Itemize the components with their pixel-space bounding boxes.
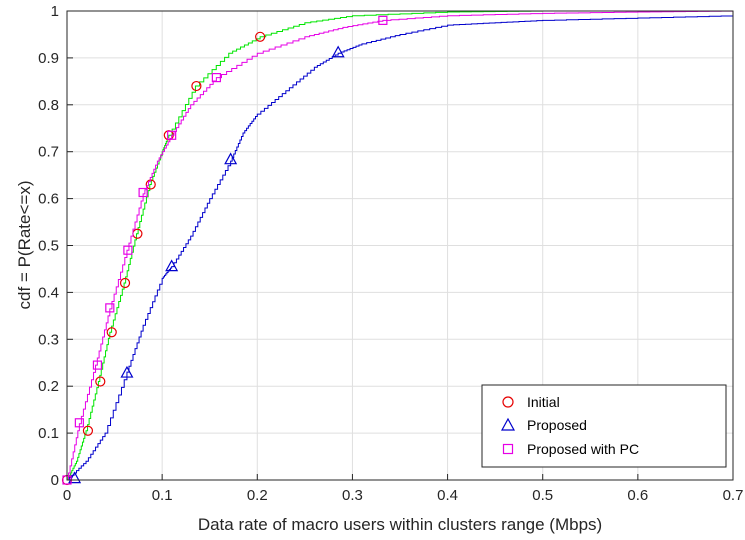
marker-proposed — [224, 152, 238, 165]
series-line-proposed-with-pc — [67, 10, 734, 481]
marker-initial — [191, 80, 202, 92]
legend-marker-proposed-pc — [502, 443, 514, 455]
legend-label-initial: Initial — [527, 394, 560, 410]
series-line-proposed — [67, 15, 734, 481]
y-tick-label: 0.2 — [38, 378, 59, 395]
marker-proposed-with-pc — [211, 72, 221, 83]
x-axis-label: Data rate of macro users within clusters… — [198, 515, 602, 534]
series-layer — [61, 10, 734, 486]
y-tick-label: 0.3 — [38, 331, 59, 348]
marker-proposed-with-pc — [138, 187, 148, 198]
marker-proposed-with-pc — [167, 130, 177, 140]
y-tick-label: 0.4 — [38, 284, 59, 301]
x-tick-label: 0.5 — [532, 487, 553, 504]
x-tick-label: 0 — [63, 487, 71, 504]
tick-layer: 0 0.1 0.2 0.3 0.4 0.5 0.6 0.7 0 0.1 0.2 0.3 0.4 0.5 0.… — [38, 3, 743, 504]
y-tick-label: 0.6 — [38, 191, 59, 208]
x-tick-label: 0.7 — [723, 487, 744, 504]
y-tick-label: 0.8 — [38, 97, 59, 114]
x-tick-label: 0.6 — [627, 487, 648, 504]
x-tick-label: 0.4 — [437, 487, 458, 504]
marker-proposed-with-pc — [92, 360, 103, 370]
marker-proposed — [68, 471, 82, 484]
legend-marker-proposed — [500, 417, 516, 431]
legend-label-proposed-pc: Proposed with PC — [527, 441, 639, 457]
marker-proposed — [120, 365, 134, 378]
marker-initial — [106, 327, 117, 338]
y-axis-label: cdf = P(Rate<=x) — [15, 181, 34, 310]
y-tick-label: 0.5 — [38, 238, 59, 255]
marker-initial — [119, 277, 131, 289]
marker-initial — [82, 425, 94, 436]
y-tick-label: 0 — [51, 472, 59, 489]
marker-proposed-with-pc — [74, 418, 84, 428]
y-tick-label: 0.7 — [38, 144, 59, 161]
x-tick-label: 0.3 — [342, 487, 363, 504]
marker-proposed-with-pc — [105, 303, 115, 313]
y-tick-label: 0.9 — [38, 50, 59, 67]
x-tick-label: 0.2 — [247, 487, 268, 504]
legend: Initial Proposed Proposed with PC — [481, 384, 727, 468]
marker-proposed — [165, 259, 179, 272]
legend-box — [481, 384, 727, 468]
y-tick-label: 0.1 — [38, 425, 59, 442]
x-tick-label: 0.1 — [152, 487, 173, 504]
marker-proposed-with-pc — [378, 15, 388, 25]
y-tick-label: 1 — [51, 3, 59, 20]
marker-initial — [95, 376, 106, 387]
marker-proposed-with-pc — [123, 245, 133, 255]
series-line-initial — [67, 10, 733, 481]
legend-marker-initial — [502, 396, 514, 408]
marker-proposed — [331, 45, 345, 58]
legend-label-proposed: Proposed — [527, 417, 587, 433]
marker-initial — [255, 31, 266, 42]
